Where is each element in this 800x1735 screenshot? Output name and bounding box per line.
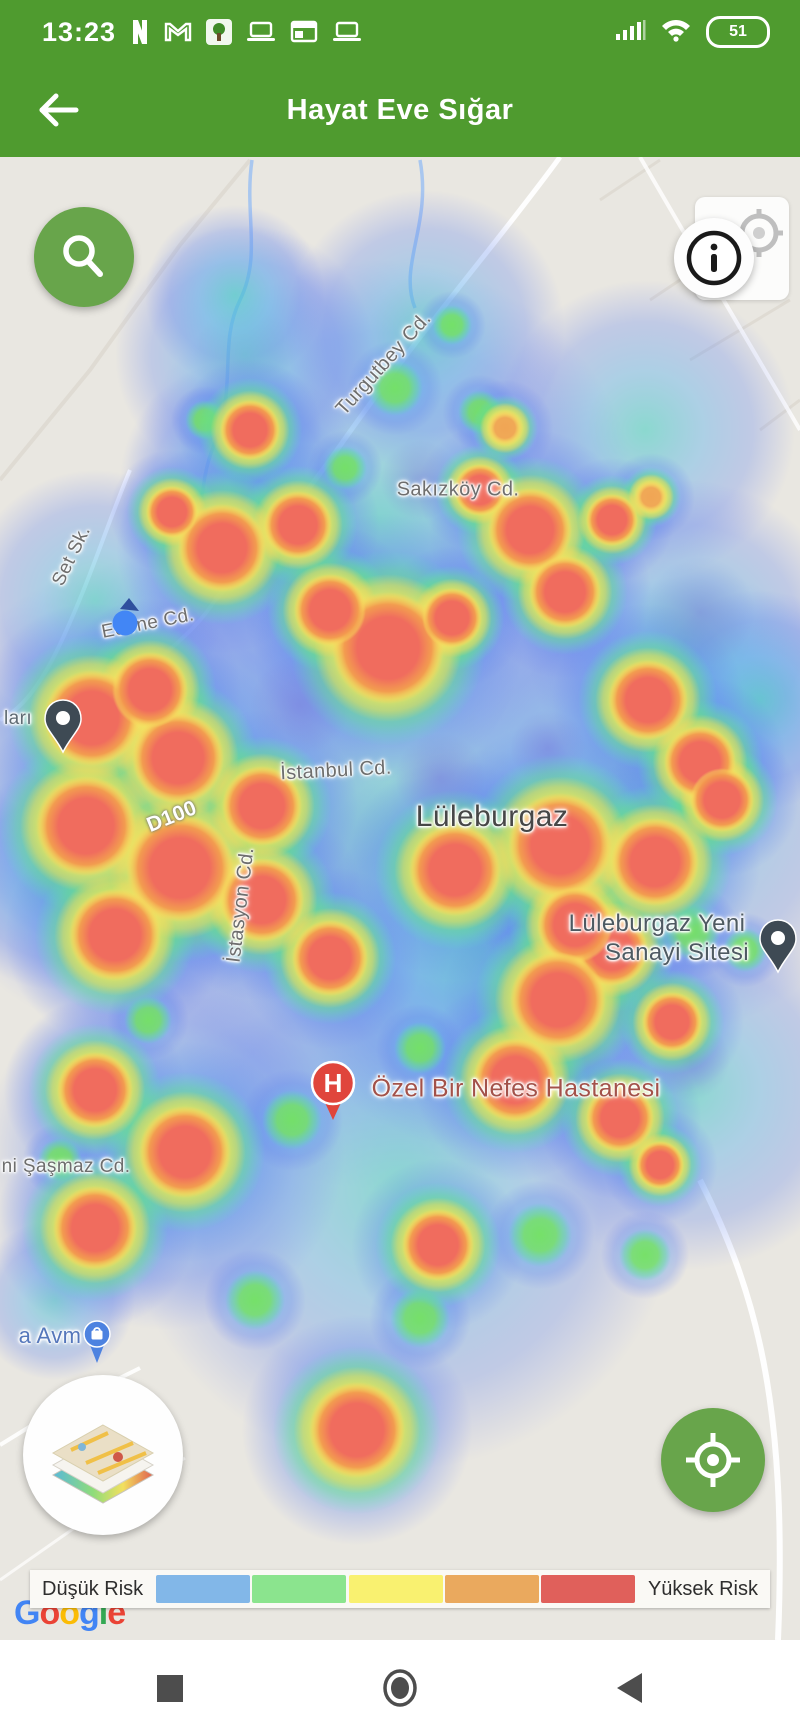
place-pin-icon[interactable] (43, 698, 83, 754)
mall-pin-icon[interactable] (81, 1319, 113, 1365)
android-nav-bar (0, 1640, 800, 1735)
hospital-pin-icon[interactable]: H (309, 1059, 357, 1123)
info-button[interactable] (674, 218, 754, 298)
legend-swatch (541, 1575, 636, 1603)
my-location-button[interactable] (661, 1408, 765, 1512)
search-button[interactable] (34, 207, 134, 307)
home-button[interactable] (285, 1668, 515, 1708)
back-arrow-icon (39, 93, 79, 127)
risk-legend: Düşük Risk Yüksek Risk (30, 1570, 770, 1608)
legend-swatch (252, 1575, 347, 1603)
target-icon (686, 1433, 740, 1487)
heat-layer (0, 190, 800, 1546)
map-label-sanayi-line1: Lüleburgaz Yeni (568, 910, 746, 937)
back-nav-button[interactable] (515, 1671, 745, 1705)
google-logo-letter: l (98, 1594, 109, 1632)
legend-swatch (348, 1575, 443, 1603)
info-icon (686, 230, 742, 286)
legend-swatch (155, 1575, 250, 1603)
map-label-avm: a Avm (18, 1323, 82, 1348)
signal-icon (616, 18, 646, 47)
laptop-icon (246, 20, 276, 44)
map-label-lari: ları (4, 708, 32, 729)
battery-icon: 51 (706, 16, 770, 48)
gmail-icon (164, 20, 192, 44)
map-label-sanayi-line2: Sanayi Sitesi (605, 939, 749, 966)
legend-swatch (445, 1575, 540, 1603)
wifi-icon (660, 18, 692, 47)
place-pin-icon[interactable] (758, 918, 798, 974)
legend-swatches (153, 1575, 638, 1603)
map-type-button[interactable] (23, 1375, 183, 1535)
page-title: Hayat Eve Sığar (286, 94, 514, 126)
app-bar: Hayat Eve Sığar (0, 64, 800, 157)
legend-low-label: Düşük Risk (42, 1577, 144, 1600)
back-button[interactable] (34, 88, 82, 132)
window-icon (290, 20, 318, 44)
battery-level: 51 (729, 23, 747, 40)
map-label-luleburgaz-city: Lüleburgaz (415, 800, 569, 833)
home-circle-icon (383, 1668, 417, 1707)
netflix-icon (130, 19, 150, 45)
back-triangle-icon (617, 1672, 642, 1703)
map-label-hastanesi: Özel Bir Nefes Hastanesi (371, 1074, 661, 1103)
clock: 13:23 (42, 16, 117, 47)
hospital-pin-letter: H (324, 1068, 343, 1098)
user-location-icon (112, 598, 139, 636)
recents-button[interactable] (55, 1672, 285, 1704)
gallery-app-icon (206, 19, 233, 45)
map-label-sakizkoy-cd: Sakızköy Cd. (396, 478, 520, 501)
map-label-sasmaz-cd: ni Şaşmaz Cd. (1, 1156, 131, 1177)
status-bar: 13:23 (0, 0, 800, 64)
top-chrome: 13:23 (0, 0, 800, 157)
map-layers-icon (51, 1424, 155, 1504)
legend-high-label: Yüksek Risk (647, 1577, 758, 1600)
recents-square-icon (157, 1674, 183, 1702)
laptop-icon (332, 20, 362, 44)
search-icon (63, 235, 103, 277)
